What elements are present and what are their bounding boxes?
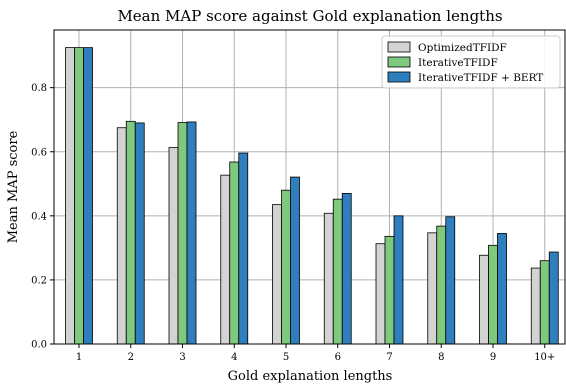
x-tick-label: 1: [76, 352, 82, 363]
x-axis-label: Gold explanation lengths: [228, 369, 393, 384]
legend-label: OptimizedTFIDF: [418, 42, 507, 54]
bar: [479, 254, 489, 345]
bar: [74, 47, 84, 345]
legend-label: IterativeTFIDF: [418, 57, 498, 69]
bar: [323, 212, 334, 345]
x-tick-label: 2: [128, 352, 134, 363]
bar: [393, 215, 404, 345]
chart-title: Mean MAP score against Gold explanation …: [117, 7, 502, 25]
bar: [177, 122, 188, 345]
bar: [530, 267, 541, 345]
y-tick-label: 0.4: [31, 211, 47, 222]
bar: [539, 260, 550, 345]
bar: [488, 244, 498, 345]
bar: [375, 243, 386, 345]
bar: [220, 174, 231, 345]
y-axis-ticks: 0.0 0.2 0.4 0.6 0.8: [31, 83, 54, 351]
bars: [65, 47, 559, 345]
y-tick-label: 0.2: [31, 275, 47, 286]
y-tick-label: 0.0: [31, 340, 47, 351]
bar: [341, 193, 352, 345]
y-tick-label: 0.8: [31, 83, 47, 94]
bar: [497, 233, 507, 345]
bar: [186, 121, 197, 345]
bar: [290, 176, 300, 345]
bar: [332, 198, 343, 345]
x-tick-label: 7: [386, 352, 392, 363]
legend-swatch: [387, 71, 411, 83]
legend-box: [381, 35, 561, 89]
legend: OptimizedTFIDF IterativeTFIDF IterativeTFI…: [381, 35, 561, 89]
bar: [238, 152, 249, 345]
bar: [83, 47, 93, 345]
y-tick-label: 0.6: [31, 147, 47, 158]
bar: [229, 161, 240, 345]
bar: [281, 189, 291, 345]
bar: [384, 235, 395, 345]
x-tick-label: 10+: [534, 352, 555, 363]
x-axis-ticks: 1 2 3 4 5 6 7 8 9 10+: [76, 344, 555, 363]
y-axis-label: Mean MAP score: [6, 130, 21, 243]
legend-swatch: [387, 56, 411, 68]
bar: [445, 216, 456, 345]
bar: [125, 120, 136, 345]
x-tick-label: 8: [438, 352, 444, 363]
x-tick-label: 3: [179, 352, 185, 363]
x-tick-label: 4: [231, 352, 237, 363]
bar: [168, 147, 179, 345]
x-tick-label: 5: [283, 352, 289, 363]
bar: [436, 225, 447, 345]
bar: [116, 127, 127, 345]
bar: [65, 47, 75, 345]
legend-swatch: [387, 41, 411, 53]
bar: [548, 251, 559, 345]
x-tick-label: 6: [335, 352, 341, 363]
bar: [134, 122, 145, 345]
legend-label: IterativeTFIDF + BERT: [418, 72, 543, 84]
bar: [427, 232, 438, 345]
bar: [272, 204, 282, 345]
x-tick-label: 9: [490, 352, 496, 363]
plot-frame: [53, 29, 566, 345]
